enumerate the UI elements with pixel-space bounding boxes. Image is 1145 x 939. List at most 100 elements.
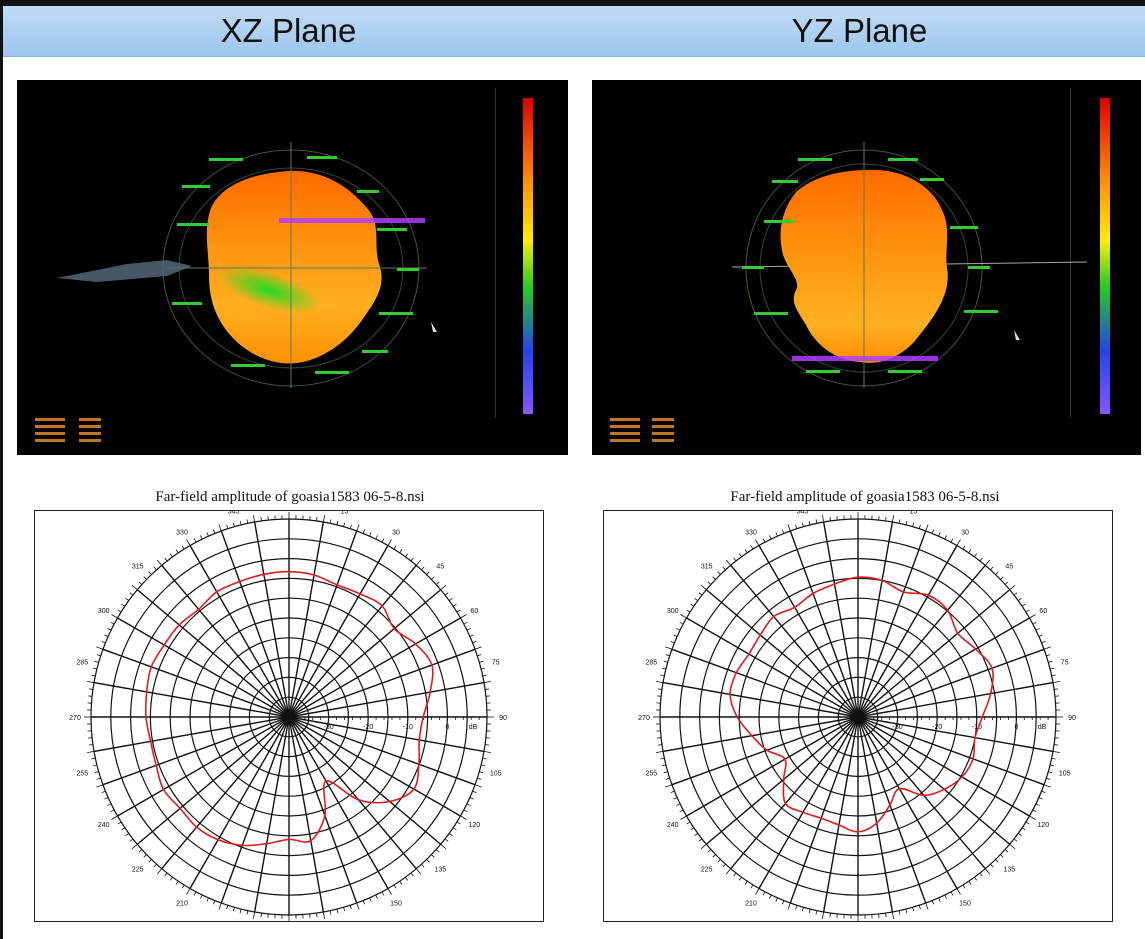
colorbar-yz	[1100, 98, 1110, 414]
outer-tick	[769, 535, 772, 540]
outer-tick	[938, 532, 941, 537]
grid-spoke	[288, 716, 325, 913]
outer-tick	[322, 911, 325, 919]
outer-tick	[670, 790, 675, 794]
outer-tick	[968, 880, 972, 885]
outer-tick	[1004, 849, 1009, 853]
outer-tick	[690, 603, 695, 607]
outer-tick	[472, 790, 477, 794]
outer-tick	[131, 843, 138, 850]
grid-spoke	[189, 716, 290, 889]
pattern-point	[748, 653, 750, 655]
pattern-point	[217, 838, 220, 841]
pattern-point	[323, 814, 326, 817]
outer-tick	[676, 803, 681, 806]
outer-tick	[239, 520, 242, 525]
outer-tick	[421, 863, 425, 868]
outer-tick	[1029, 614, 1036, 619]
outer-tick	[444, 592, 449, 596]
outer-tick	[369, 532, 372, 537]
pointer-3d-xz	[57, 260, 192, 282]
outer-tick	[673, 634, 678, 637]
outer-tick	[944, 535, 947, 540]
outer-tick	[316, 516, 318, 521]
outer-tick	[156, 559, 163, 566]
outer-tick	[232, 522, 235, 527]
radial-tick-label: dB	[469, 724, 478, 731]
pattern-point	[922, 794, 925, 797]
outer-tick	[435, 849, 440, 853]
outer-tick	[891, 515, 894, 523]
outer-tick	[186, 888, 191, 895]
grid-spoke	[857, 681, 1054, 718]
angle-tick-label: 225	[701, 866, 713, 873]
angle-tick-label: 120	[1037, 822, 1049, 829]
grid-spoke	[288, 648, 476, 718]
outer-tick	[801, 907, 804, 912]
grid-spoke	[288, 617, 461, 718]
outer-tick	[181, 884, 185, 889]
outer-tick	[1041, 790, 1046, 794]
pattern-point	[422, 716, 425, 718]
center-hub	[284, 712, 294, 722]
outer-tick	[1038, 634, 1043, 637]
outer-tick	[387, 539, 392, 546]
angle-tick-label: 15	[909, 511, 917, 515]
pattern-point	[793, 606, 796, 609]
angle-tick-label: 225	[132, 866, 144, 873]
outer-tick	[979, 557, 983, 562]
outer-tick	[822, 911, 825, 919]
radial-tick-label: 0	[445, 724, 449, 731]
angle-tick-label: 105	[490, 770, 502, 777]
outer-tick	[733, 872, 737, 877]
outer-tick	[912, 522, 915, 527]
outer-tick	[164, 872, 168, 877]
outer-tick	[956, 539, 961, 546]
outer-tick	[405, 553, 409, 558]
xz-plane-title: XZ Plane	[220, 12, 357, 49]
pattern-point	[927, 594, 930, 597]
outer-tick	[1041, 640, 1046, 644]
pattern-point	[961, 776, 963, 778]
outer-tick	[801, 522, 804, 527]
outer-tick	[717, 571, 721, 575]
outer-tick	[460, 614, 467, 619]
pattern-point	[325, 780, 327, 783]
outer-tick	[440, 843, 447, 850]
outer-tick	[87, 750, 95, 753]
outer-tick	[725, 868, 732, 875]
angle-tick-label: 75	[1061, 660, 1069, 667]
outer-tick	[995, 859, 999, 863]
outer-tick	[253, 515, 256, 523]
grid-spoke	[662, 716, 859, 753]
pattern-point	[430, 664, 433, 666]
outer-tick	[676, 628, 681, 631]
outer-tick	[898, 519, 901, 524]
outer-tick	[944, 894, 947, 899]
grid-spoke	[288, 716, 442, 845]
outer-tick	[956, 888, 961, 895]
outer-tick	[169, 553, 173, 558]
grid-spoke	[253, 521, 290, 718]
pattern-point	[412, 788, 415, 790]
pattern-point	[163, 644, 166, 646]
outer-tick	[750, 545, 754, 550]
pattern-point	[145, 691, 148, 693]
outer-tick	[974, 553, 978, 558]
grid-spoke	[671, 716, 859, 786]
outer-tick	[657, 744, 662, 746]
outer-tick	[129, 838, 134, 842]
outer-tick	[660, 674, 665, 677]
outer-tick	[984, 868, 991, 875]
outer-tick	[110, 621, 115, 625]
outer-tick	[905, 520, 908, 525]
outer-tick	[431, 576, 435, 580]
outer-tick	[673, 797, 678, 800]
pattern-point	[149, 740, 152, 743]
outer-tick	[698, 838, 703, 842]
outer-tick	[94, 771, 99, 774]
outer-tick	[891, 911, 894, 919]
pattern-point	[898, 787, 901, 790]
grid-spoke	[161, 716, 290, 870]
outer-tick	[657, 688, 662, 690]
